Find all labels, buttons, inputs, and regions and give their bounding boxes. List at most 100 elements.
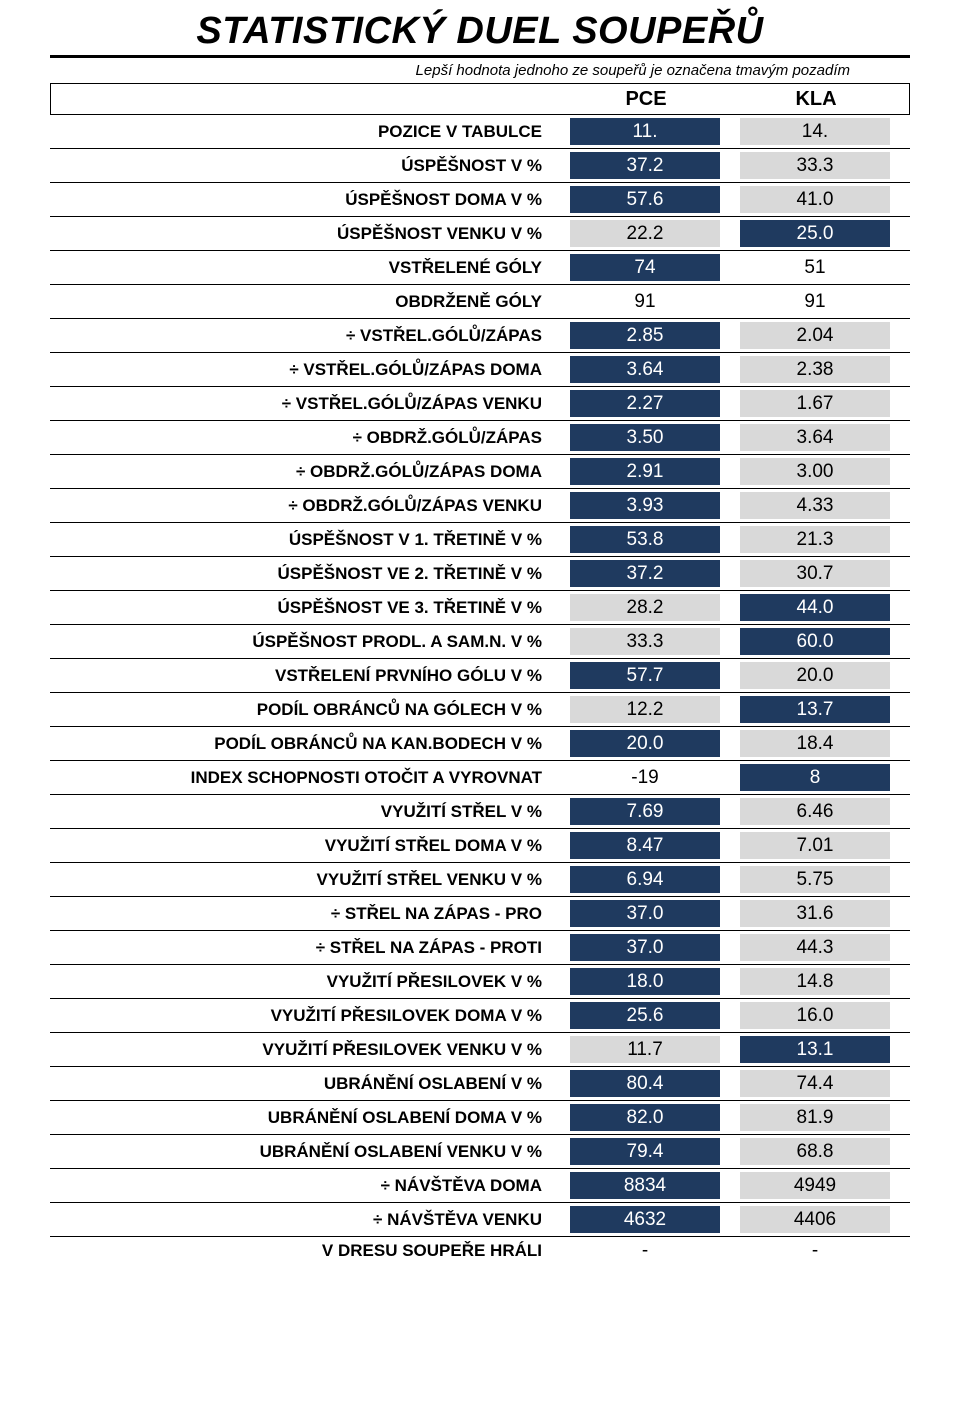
stat-row: VYUŽITÍ PŘESILOVEK V %18.014.8	[50, 965, 910, 999]
stat-cell-a: 91	[570, 288, 720, 315]
stat-label: ÷ OBDRŽ.GÓLŮ/ZÁPAS VENKU	[50, 489, 560, 522]
stat-row: VSTŘELENÍ PRVNÍHO GÓLU V %57.720.0	[50, 659, 910, 693]
stat-cell-a: 11.	[570, 118, 720, 145]
stat-cell-b: 30.7	[740, 560, 890, 587]
stat-label: ÚSPĚŠNOST DOMA V %	[50, 183, 560, 216]
stat-label: ÷ OBDRŽ.GÓLŮ/ZÁPAS DOMA	[50, 455, 560, 488]
stat-cell-a: 37.2	[570, 560, 720, 587]
stat-label: ÚSPĚŠNOST V 1. TŘETINĚ V %	[50, 523, 560, 556]
header-team-a: PCE	[561, 88, 731, 111]
stat-row: ÷ VSTŘEL.GÓLŮ/ZÁPAS VENKU 2.27 1.67	[50, 387, 910, 421]
stat-cell-a: 37.2	[570, 152, 720, 179]
stat-row: ÷ VSTŘEL.GÓLŮ/ZÁPAS 2.85 2.04	[50, 319, 910, 353]
stat-cell-a: 20.0	[570, 730, 720, 757]
stat-label: VYUŽITÍ PŘESILOVEK V %	[50, 965, 560, 998]
stat-cell-b: 31.6	[740, 900, 890, 927]
stat-row: ÚSPĚŠNOST VE 3. TŘETINĚ V % 28.2 44.0	[50, 591, 910, 625]
footer-cell-b: -	[740, 1237, 890, 1265]
stat-cell-b: 4406	[740, 1206, 890, 1233]
stat-row: ÷ NÁVŠTĚVA VENKU46324406	[50, 1203, 910, 1237]
stat-cell-b: 6.46	[740, 798, 890, 825]
stat-row: ÚSPĚŠNOST V 1. TŘETINĚ V %53.821.3	[50, 523, 910, 557]
stat-label: ÷ STŘEL NA ZÁPAS - PROTI	[50, 931, 560, 964]
stat-label: PODÍL OBRÁNCŮ NA KAN.BODECH V %	[50, 727, 560, 760]
stat-cell-a: 33.3	[570, 628, 720, 655]
stat-label: ÷ NÁVŠTĚVA VENKU	[50, 1203, 560, 1236]
stat-row: ÷ VSTŘEL.GÓLŮ/ZÁPAS DOMA3.642.38	[50, 353, 910, 387]
stat-label: VYUŽITÍ STŘEL DOMA V %	[50, 829, 560, 862]
stat-cell-b: 13.1	[740, 1036, 890, 1063]
stats-page: STATISTICKÝ DUEL SOUPEŘŮ Lepší hodnota j…	[0, 0, 960, 1285]
stat-cell-b: 16.0	[740, 1002, 890, 1029]
stat-label: ÚSPĚŠNOST PRODL. A SAM.N. V %	[50, 625, 560, 658]
stat-label: INDEX SCHOPNOSTI OTOČIT A VYROVNAT	[50, 761, 560, 794]
stat-cell-b: 51	[740, 254, 890, 281]
stat-cell-a: 8834	[570, 1172, 720, 1199]
stat-cell-a: 2.85	[570, 322, 720, 349]
stat-row: ÚSPĚŠNOST VE 2. TŘETINĚ V % 37.2 30.7	[50, 557, 910, 591]
stat-cell-b: 20.0	[740, 662, 890, 689]
stat-cell-b: 3.64	[740, 424, 890, 451]
stat-cell-a: 37.0	[570, 934, 720, 961]
stat-cell-b: 33.3	[740, 152, 890, 179]
stat-cell-a: 28.2	[570, 594, 720, 621]
stat-cell-a: 2.27	[570, 390, 720, 417]
stat-cell-a: 3.64	[570, 356, 720, 383]
stat-label: ÷ STŘEL NA ZÁPAS - PRO	[50, 897, 560, 930]
stat-label: ÷ OBDRŽ.GÓLŮ/ZÁPAS	[50, 421, 560, 454]
stat-cell-a: 82.0	[570, 1104, 720, 1131]
stat-cell-b: 4949	[740, 1172, 890, 1199]
stat-label: VYUŽITÍ STŘEL VENKU V %	[50, 863, 560, 896]
stat-row: ÚSPĚŠNOST V %37.233.3	[50, 149, 910, 183]
stat-label: PODÍL OBRÁNCŮ NA GÓLECH V %	[50, 693, 560, 726]
stat-cell-b: 2.38	[740, 356, 890, 383]
footer-row: V DRESU SOUPEŘE HRÁLI - -	[50, 1237, 910, 1265]
stat-row: ÷ OBDRŽ.GÓLŮ/ZÁPAS DOMA2.913.00	[50, 455, 910, 489]
page-title: STATISTICKÝ DUEL SOUPEŘŮ	[50, 10, 910, 53]
stat-cell-b: 2.04	[740, 322, 890, 349]
stat-cell-b: 44.0	[740, 594, 890, 621]
stat-cell-b: 60.0	[740, 628, 890, 655]
page-subtitle: Lepší hodnota jednoho ze soupeřů je ozna…	[50, 62, 910, 79]
stat-cell-b: 74.4	[740, 1070, 890, 1097]
stat-row: UBRÁNĚNÍ OSLABENÍ VENKU V % 79.4 68.8	[50, 1135, 910, 1169]
stat-label: ÷ VSTŘEL.GÓLŮ/ZÁPAS VENKU	[50, 387, 560, 420]
stat-cell-a: 11.7	[570, 1036, 720, 1063]
stat-cell-b: 21.3	[740, 526, 890, 553]
stat-cell-a: 37.0	[570, 900, 720, 927]
header-row: PCE KLA	[50, 83, 910, 115]
stat-cell-a: 3.50	[570, 424, 720, 451]
stat-cell-b: 4.33	[740, 492, 890, 519]
stat-row: ÷ OBDRŽ.GÓLŮ/ZÁPAS 3.50 3.64	[50, 421, 910, 455]
stat-label: UBRÁNĚNÍ OSLABENÍ VENKU V %	[50, 1135, 560, 1168]
stat-label: ÷ NÁVŠTĚVA DOMA	[50, 1169, 560, 1202]
stat-label: UBRÁNĚNÍ OSLABENÍ DOMA V %	[50, 1101, 560, 1134]
stat-cell-a: 18.0	[570, 968, 720, 995]
stat-cell-a: 79.4	[570, 1138, 720, 1165]
stat-row: PODÍL OBRÁNCŮ NA GÓLECH V %12.213.7	[50, 693, 910, 727]
stat-cell-b: 68.8	[740, 1138, 890, 1165]
stat-label: ÚSPĚŠNOST VE 3. TŘETINĚ V %	[50, 591, 560, 624]
stat-cell-b: 1.67	[740, 390, 890, 417]
stat-label: VSTŘELENÉ GÓLY	[50, 251, 560, 284]
stat-cell-a: 12.2	[570, 696, 720, 723]
stat-label: ÚSPĚŠNOST VE 2. TŘETINĚ V %	[50, 557, 560, 590]
stat-row: ÚSPĚŠNOST PRODL. A SAM.N. V % 33.3 60.0	[50, 625, 910, 659]
stat-row: ÷ OBDRŽ.GÓLŮ/ZÁPAS VENKU3.934.33	[50, 489, 910, 523]
stat-cell-b: 14.	[740, 118, 890, 145]
stat-row: VYUŽITÍ STŘEL DOMA V %8.477.01	[50, 829, 910, 863]
stat-label: VYUŽITÍ PŘESILOVEK VENKU V %	[50, 1033, 560, 1066]
stat-cell-a: -19	[570, 764, 720, 791]
stat-cell-b: 41.0	[740, 186, 890, 213]
stat-cell-a: 80.4	[570, 1070, 720, 1097]
stat-row: VYUŽITÍ STŘEL V %7.696.46	[50, 795, 910, 829]
stat-row: ÷ STŘEL NA ZÁPAS - PRO 37.0 31.6	[50, 897, 910, 931]
stat-label: ÷ VSTŘEL.GÓLŮ/ZÁPAS	[50, 319, 560, 352]
header-team-b: KLA	[731, 88, 901, 111]
stat-row: INDEX SCHOPNOSTI OTOČIT A VYROVNAT-198	[50, 761, 910, 795]
title-underline	[50, 55, 910, 58]
stat-label: POZICE V TABULCE	[50, 115, 560, 148]
stat-row: ÷ STŘEL NA ZÁPAS - PROTI37.044.3	[50, 931, 910, 965]
footer-cell-a: -	[570, 1237, 720, 1265]
stat-cell-a: 74	[570, 254, 720, 281]
